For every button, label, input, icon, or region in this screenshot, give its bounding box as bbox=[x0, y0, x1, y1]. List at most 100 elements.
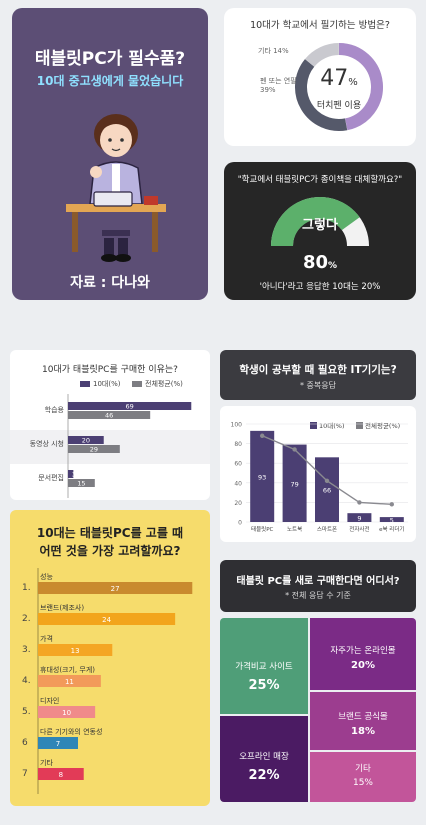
it-value-label: 93 bbox=[258, 473, 266, 481]
factor-label: 다른 기기와의 연동성 bbox=[40, 727, 102, 736]
intro-subtitle: 10대 중고생에게 물었습니다 bbox=[36, 74, 184, 88]
treemap-cell-brand-store: 브랜드 공식몰 18% bbox=[310, 692, 416, 750]
donut-slice-2 bbox=[295, 59, 348, 131]
it-devices-title: 학생이 공부할 때 필요한 IT기기는? bbox=[239, 364, 397, 376]
factor-bar bbox=[38, 737, 78, 749]
it-bar bbox=[250, 430, 275, 522]
it-y-tick: 0 bbox=[238, 520, 242, 527]
factor-rank: 5. bbox=[22, 707, 31, 717]
factor-bar bbox=[38, 706, 96, 718]
factor-bar bbox=[38, 582, 193, 594]
treemap-label-other: 기타 bbox=[355, 764, 371, 774]
treemap-label-online-mall: 자주가는 온라인몰 bbox=[330, 646, 396, 656]
donut-center-label: 터치펜 이용 bbox=[316, 101, 362, 111]
replace-books-question: "학교에서 태블릿PC가 종이책을 대체할까요?" bbox=[237, 175, 403, 185]
factor-rank: 7 bbox=[22, 769, 28, 779]
factor-value: 27 bbox=[111, 585, 120, 593]
it-bar bbox=[379, 517, 404, 522]
donut-center-unit: % bbox=[348, 77, 358, 88]
factor-rank: 1. bbox=[22, 583, 31, 593]
factor-label: 디자인 bbox=[40, 696, 59, 705]
it-legend-avg-swatch bbox=[356, 422, 363, 429]
source-label: 자료 : 다나와 bbox=[70, 275, 150, 291]
factors-chart: 1. 성능 27 2. 브랜드(제조사) 24 3. 가격 13 4. 휴대성(크기, 무게) 11 5… bbox=[22, 568, 193, 794]
it-devices-header: 학생이 공부할 때 필요한 IT기기는? * 중복응답 bbox=[220, 350, 416, 400]
it-y-tick: 20 bbox=[234, 500, 242, 507]
factor-rank: 2. bbox=[22, 614, 31, 624]
factor-label: 성능 bbox=[40, 572, 53, 581]
gauge-yes-label: 그렇다 bbox=[302, 218, 338, 233]
treemap-value-other: 15% bbox=[352, 778, 373, 788]
it-devices-chart: 100 80 60 40 20 0 93 태블릿PC 79 노트북 66 스마트폰 9 전자사전 5e북 리… bbox=[231, 422, 408, 533]
intro-card: 태블릿PC가 필수품? 10대 중고생에게 물었습니다 자료 : 다나와 bbox=[12, 8, 208, 300]
donut-label-pen-2: 39% bbox=[260, 86, 276, 94]
intro-title: 태블릿PC가 필수품? bbox=[34, 49, 186, 69]
reasons-bar bbox=[68, 445, 120, 453]
it-category-label: e북 리더기 bbox=[379, 525, 404, 533]
legend-avg-swatch bbox=[132, 381, 142, 387]
reasons-value-label: 20 bbox=[82, 437, 90, 445]
treemap-value-online-mall: 20% bbox=[351, 660, 375, 671]
donut-slice-3 bbox=[305, 43, 340, 67]
where-buy-subtitle: * 전체 응답 수 기준 bbox=[285, 591, 351, 600]
it-legend-teen-swatch bbox=[310, 422, 317, 429]
factor-value: 7 bbox=[56, 740, 60, 748]
replace-books-card: "학교에서 태블릿PC가 종이책을 대체할까요?" 그렇다 80% '아니다'라… bbox=[224, 162, 416, 300]
it-legend-teen-label: 10대(%) bbox=[319, 422, 345, 430]
reasons-bar bbox=[68, 402, 192, 410]
it-devices-card: 10대(%) 전체평균(%) 100 80 60 40 20 0 93 태블릿PC 79 노트북 6… bbox=[220, 406, 416, 542]
factor-bar bbox=[38, 768, 84, 780]
reasons-value-label: 15 bbox=[77, 480, 85, 488]
factor-label: 브랜드(제조사) bbox=[40, 603, 84, 612]
treemap-value-brand-store: 18% bbox=[351, 726, 375, 737]
reasons-category-label: 동영상 시청 bbox=[30, 439, 64, 448]
replace-books-gauge bbox=[271, 197, 369, 247]
reasons-category-label: 학습용 bbox=[45, 405, 65, 414]
gauge-yes-arc bbox=[271, 197, 360, 247]
donut-center-number: 47 bbox=[320, 66, 349, 91]
purchase-reasons-title: 10대가 태블릿PC를 구매한 이유는? bbox=[42, 365, 178, 375]
factor-value: 8 bbox=[59, 771, 63, 779]
gauge-value-unit: % bbox=[328, 261, 338, 271]
donut-slice-1 bbox=[338, 43, 383, 131]
it-avg-point bbox=[260, 433, 265, 438]
it-y-tick: 60 bbox=[234, 461, 242, 468]
student-illustration bbox=[66, 114, 166, 262]
factor-label: 휴대성(크기, 무게) bbox=[40, 665, 95, 674]
where-buy-header: 태블릿 PC를 새로 구매한다면 어디서? * 전체 응답 수 기준 bbox=[220, 560, 416, 612]
treemap-cell-other: 기타 15% bbox=[310, 752, 416, 802]
gauge-footnote: '아니다'라고 응답한 10대는 20% bbox=[259, 282, 381, 292]
it-y-tick: 80 bbox=[234, 441, 242, 448]
reasons-value-label: 29 bbox=[90, 446, 98, 454]
treemap-label-price-compare: 가격비교 사이트 bbox=[235, 662, 293, 672]
it-legend-avg-label: 전체평균(%) bbox=[365, 422, 401, 430]
it-avg-point bbox=[389, 502, 394, 507]
note-method-card: 10대가 학교에서 필기하는 방법은? 기타 14% 펜 또는 연필 39% 4… bbox=[224, 8, 416, 146]
legend-teen-label: 10대(%) bbox=[93, 380, 121, 388]
it-value-label: 9 bbox=[357, 515, 361, 523]
treemap-label-brand-store: 브랜드 공식몰 bbox=[338, 712, 388, 722]
gauge-value: 80% bbox=[224, 252, 416, 273]
factors-title-1: 10대는 태블릿PC를 고를 때 bbox=[36, 526, 184, 540]
donut-center-value: 47% bbox=[284, 66, 394, 91]
treemap-cell-offline: 오프라인 매장 22% bbox=[220, 716, 308, 802]
factor-rank: 4. bbox=[22, 676, 31, 686]
it-y-tick: 100 bbox=[231, 422, 243, 429]
factor-label: 기타 bbox=[40, 758, 53, 767]
it-bar bbox=[315, 457, 339, 522]
treemap-label-offline: 오프라인 매장 bbox=[239, 752, 289, 762]
donut-label-pen-1: 펜 또는 연필 bbox=[260, 77, 297, 85]
it-avg-point bbox=[324, 478, 330, 484]
reasons-value-label: 69 bbox=[125, 403, 133, 411]
gauge-value-number: 80 bbox=[302, 252, 329, 273]
it-value-label: 5 bbox=[390, 517, 394, 525]
factor-value: 11 bbox=[65, 678, 74, 686]
treemap-value-offline: 22% bbox=[248, 768, 280, 783]
where-buy-treemap: 가격비교 사이트 25% 자주가는 온라인몰 20% 브랜드 공식몰 18% 오… bbox=[220, 618, 416, 802]
treemap-value-price-compare: 25% bbox=[248, 678, 280, 693]
factor-value: 10 bbox=[62, 709, 71, 717]
it-bar bbox=[347, 513, 372, 522]
reasons-bar bbox=[68, 470, 74, 478]
reasons-value-label: 3 bbox=[72, 471, 76, 479]
